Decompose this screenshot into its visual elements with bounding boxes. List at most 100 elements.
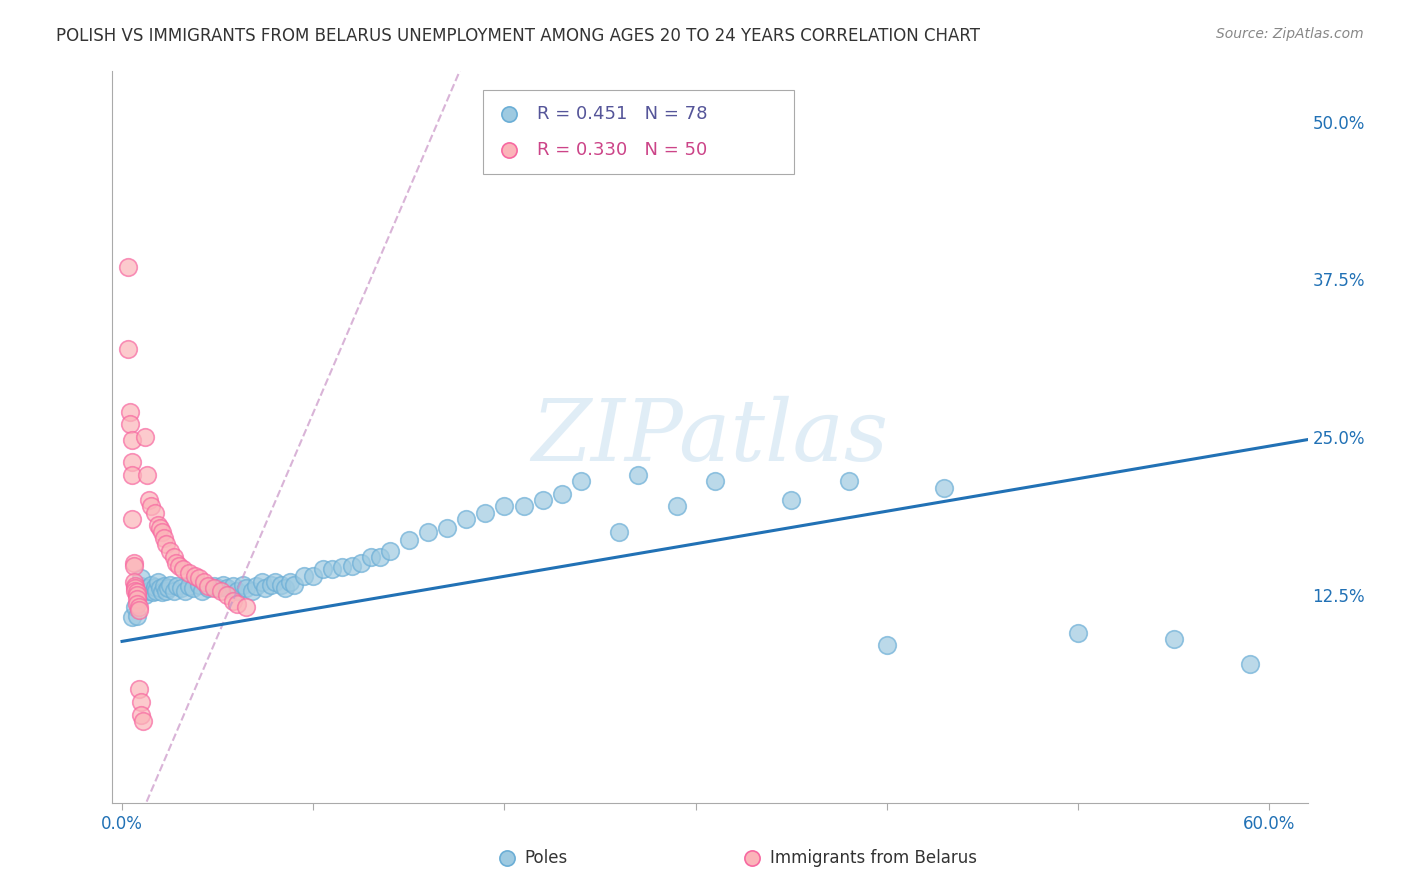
Point	[118, 417, 141, 432]
Point	[153, 579, 176, 593]
Point	[531, 493, 554, 508]
Point	[124, 579, 146, 593]
Point	[153, 531, 176, 545]
FancyBboxPatch shape	[484, 90, 794, 174]
Point	[273, 582, 295, 596]
Point	[193, 575, 215, 590]
Point	[260, 577, 283, 591]
Point	[128, 603, 150, 617]
Point	[283, 577, 305, 591]
Point	[665, 500, 688, 514]
Point	[149, 582, 172, 596]
Point	[128, 682, 150, 697]
Point	[742, 839, 765, 854]
Point	[124, 583, 146, 598]
Point	[416, 524, 439, 539]
Point	[127, 585, 149, 599]
Point	[627, 467, 650, 482]
Point	[122, 556, 145, 570]
Point	[211, 583, 233, 598]
Point	[139, 500, 162, 514]
Point	[170, 582, 193, 596]
Point	[129, 571, 152, 585]
Point	[129, 583, 152, 598]
Point	[222, 594, 245, 608]
Point	[934, 481, 956, 495]
Point	[330, 560, 353, 574]
Point	[378, 543, 401, 558]
Point	[436, 521, 458, 535]
Point	[302, 569, 325, 583]
Point	[145, 583, 167, 598]
Point	[159, 577, 181, 591]
Point	[225, 597, 247, 611]
Point	[177, 566, 200, 581]
Point	[183, 569, 205, 583]
Point	[135, 467, 157, 482]
Point	[138, 493, 160, 508]
Text: R = 0.330   N = 50: R = 0.330 N = 50	[537, 141, 707, 160]
Point	[703, 474, 725, 488]
Point	[150, 524, 173, 539]
Point	[187, 571, 209, 585]
Point	[292, 569, 315, 583]
Point	[127, 591, 149, 606]
Text: Poles: Poles	[524, 848, 568, 867]
Point	[118, 405, 141, 419]
Point	[350, 556, 373, 570]
Point	[124, 582, 146, 596]
Point	[240, 583, 263, 598]
Point	[207, 582, 229, 596]
Point	[166, 579, 188, 593]
Point	[127, 588, 149, 602]
Point	[360, 549, 382, 564]
Point	[235, 582, 257, 596]
Text: Immigrants from Belarus: Immigrants from Belarus	[770, 848, 977, 867]
Point	[138, 583, 160, 598]
Text: ZIPatlas: ZIPatlas	[531, 396, 889, 478]
Point	[254, 582, 277, 596]
Point	[135, 582, 157, 596]
Point	[121, 433, 143, 447]
Point	[607, 524, 630, 539]
Point	[245, 579, 267, 593]
Point	[124, 600, 146, 615]
Point	[121, 467, 143, 482]
Point	[117, 260, 139, 274]
Point	[117, 342, 139, 356]
Text: POLISH VS IMMIGRANTS FROM BELARUS UNEMPLOYMENT AMONG AGES 20 TO 24 YEARS CORRELA: POLISH VS IMMIGRANTS FROM BELARUS UNEMPL…	[56, 27, 980, 45]
Point	[128, 600, 150, 615]
Point	[177, 579, 200, 593]
Point	[225, 583, 247, 598]
Point	[876, 638, 898, 652]
Point	[321, 562, 343, 576]
Point	[231, 577, 253, 591]
Point	[172, 562, 194, 576]
Point	[169, 558, 191, 573]
Point	[143, 580, 166, 594]
Point	[156, 582, 179, 596]
Point	[148, 518, 170, 533]
Point	[494, 500, 516, 514]
Point	[569, 474, 592, 488]
Point	[1239, 657, 1261, 671]
Point	[312, 562, 335, 576]
Point	[139, 577, 162, 591]
Point	[202, 582, 225, 596]
Point	[202, 579, 225, 593]
Point	[134, 588, 156, 602]
Point	[129, 579, 152, 593]
Point	[456, 512, 478, 526]
Point	[838, 474, 860, 488]
Text: R = 0.451   N = 78: R = 0.451 N = 78	[537, 104, 707, 123]
Point	[163, 549, 186, 564]
Point	[270, 577, 292, 591]
Point	[134, 430, 156, 444]
Point	[127, 597, 149, 611]
Point	[121, 455, 143, 469]
Point	[235, 600, 257, 615]
Point	[165, 556, 187, 570]
Point	[197, 582, 219, 596]
Point	[159, 543, 181, 558]
Point	[148, 575, 170, 590]
